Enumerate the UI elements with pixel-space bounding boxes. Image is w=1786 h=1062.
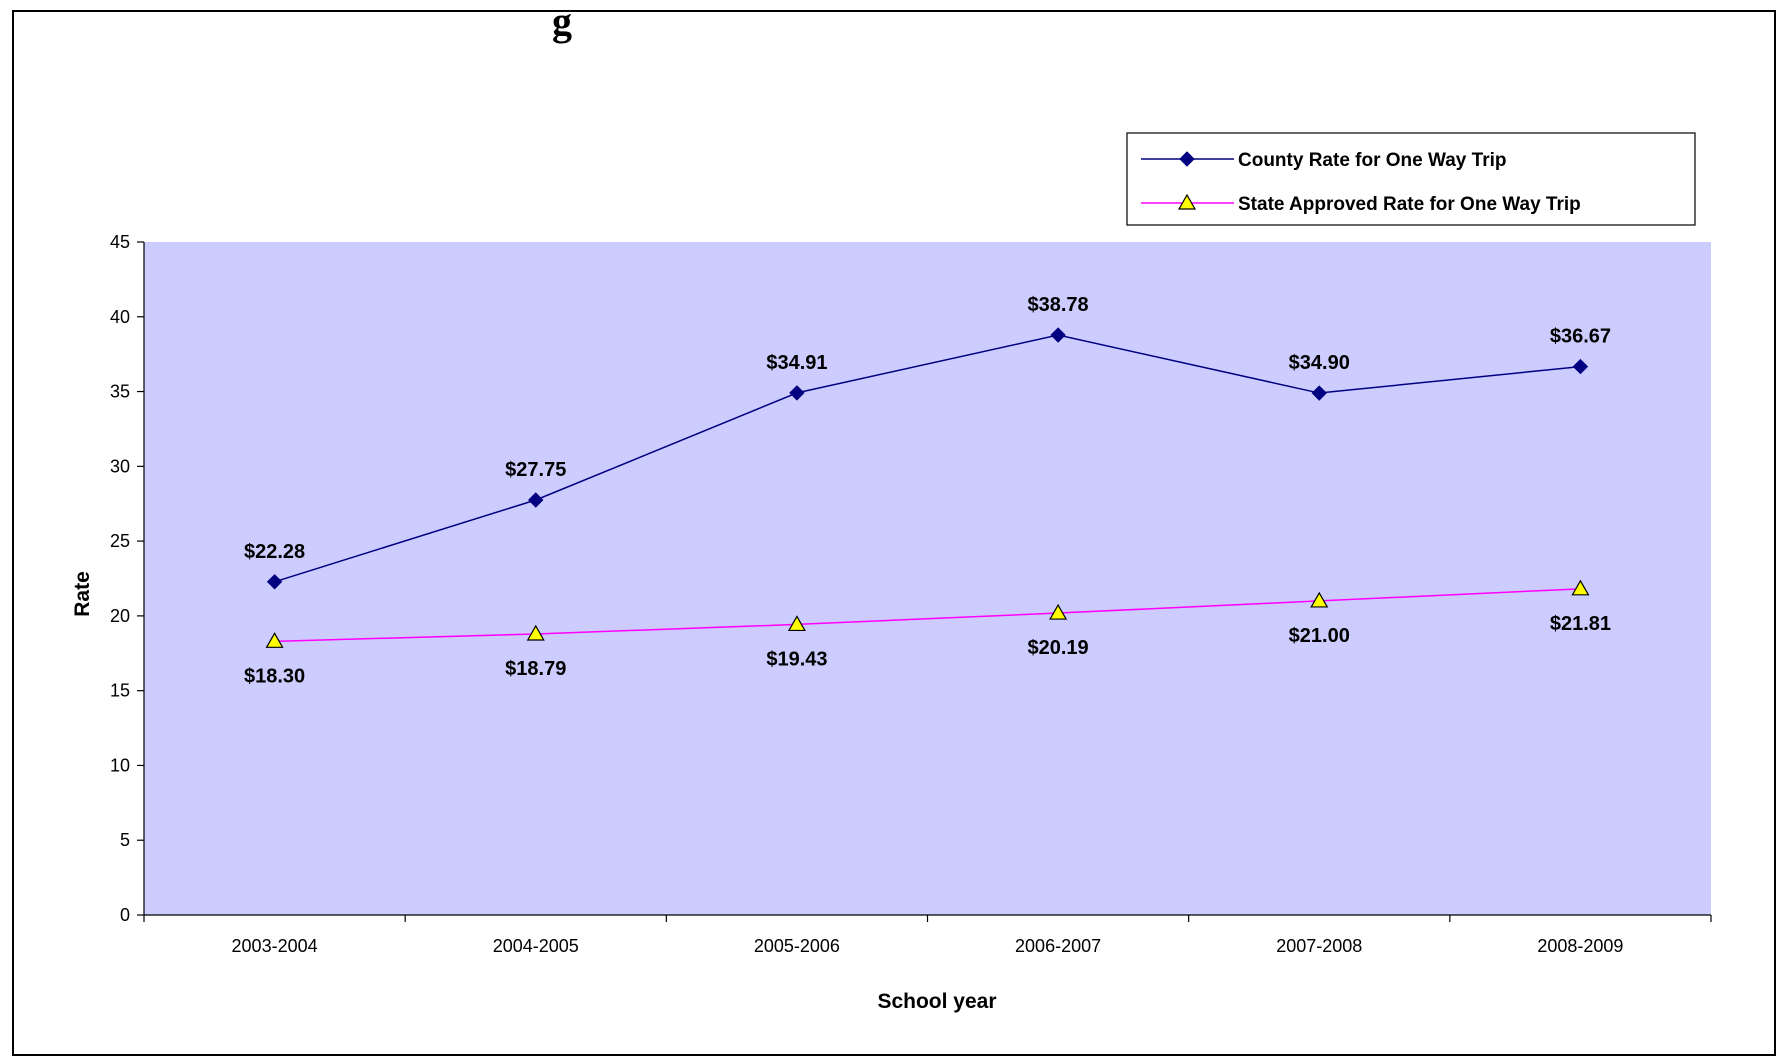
data-point-s2 <box>526 624 545 641</box>
data-label-s2: $18.30 <box>244 665 305 687</box>
data-point-s2 <box>1310 591 1329 608</box>
data-point-s1 <box>1050 327 1066 343</box>
y-tick-label: 30 <box>110 456 130 476</box>
x-tick-label: 2003-2004 <box>232 936 318 956</box>
series-line-2 <box>274 588 1581 643</box>
data-label-s2: $21.81 <box>1550 613 1611 635</box>
plot-area <box>144 242 1711 915</box>
data-point-s2 <box>1049 603 1068 620</box>
legend-label-1: County Rate for One Way Trip <box>1238 150 1507 171</box>
y-tick-label: 5 <box>120 830 130 850</box>
data-point-s1 <box>789 385 805 401</box>
x-tick-label: 2004-2005 <box>493 936 579 956</box>
legend-marker-1 <box>1179 151 1195 167</box>
y-tick-label: 45 <box>110 232 130 252</box>
legend-box <box>1126 132 1696 226</box>
line-chart: 0 5 10 15 20 25 30 35 40 45 2003-2004 2004-2005 2005… <box>71 132 1712 1013</box>
y-tick-label: 35 <box>110 382 130 402</box>
data-label-s1: $36.67 <box>1550 326 1611 348</box>
data-label-s1: $34.90 <box>1289 352 1350 374</box>
legend-label-2: State Approved Rate for One Way Trip <box>1238 194 1581 215</box>
x-tick-label: 2006-2007 <box>1015 936 1101 956</box>
y-axis-title: Rate <box>71 571 94 617</box>
series-line-1 <box>274 334 1581 583</box>
data-label-s1: $27.75 <box>505 459 566 481</box>
y-tick-label: 20 <box>110 606 130 626</box>
cut-off-chart-title: g <box>552 0 572 44</box>
x-axis-title: School year <box>877 990 996 1013</box>
data-point-s1 <box>1311 385 1327 401</box>
chart-frame: 0 5 10 15 20 25 30 35 40 45 2003-2004 2004-2005 2005… <box>12 0 1776 1056</box>
legend-marker-2 <box>1177 193 1197 210</box>
data-point-s1 <box>1572 358 1589 375</box>
data-point-s1 <box>528 492 544 508</box>
y-tick-label: 0 <box>120 905 130 925</box>
x-tick-label: 2008-2009 <box>1537 936 1623 956</box>
data-label-s2: $21.00 <box>1289 625 1350 647</box>
y-tick-label: 10 <box>110 755 130 775</box>
y-tick-label: 15 <box>110 681 130 701</box>
data-label-s1: $38.78 <box>1027 294 1088 316</box>
data-label-s1: $22.28 <box>244 541 305 563</box>
data-point-s2 <box>1571 579 1590 596</box>
legend: County Rate for One Way Trip State Approv… <box>1126 132 1696 226</box>
y-tick-label: 25 <box>110 531 130 551</box>
data-point-s2 <box>787 615 806 632</box>
x-tick-label: 2005-2006 <box>754 936 840 956</box>
x-tick-label: 2007-2008 <box>1276 936 1362 956</box>
data-label-s2: $18.79 <box>505 658 566 680</box>
data-label-s2: $19.43 <box>766 648 827 670</box>
data-label-s1: $34.91 <box>766 352 827 374</box>
data-label-s2: $20.19 <box>1027 637 1088 659</box>
data-point-s1 <box>266 574 283 590</box>
y-tick-label: 40 <box>110 307 130 327</box>
data-point-s2 <box>265 632 284 648</box>
